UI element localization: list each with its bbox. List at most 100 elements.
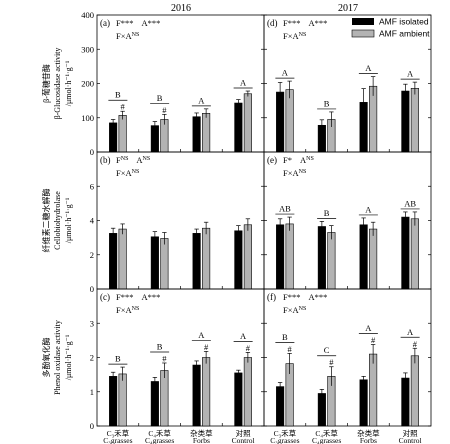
stats-line-2: F×ANS [116,31,139,41]
significance-hash: # [162,353,167,363]
stats-line-1: F*** A*** [283,292,327,302]
significance-letter: B [115,354,121,364]
panel-c: 0 1 2 3 (c) F*** A*** F×ANS B # B # A # A [90,288,265,431]
x-label-en: C₃grasses [103,436,132,444]
bar-amf-isolated [359,102,368,153]
bar-amf-isolated [192,364,201,427]
stats-line-1: F*** A*** [283,18,327,28]
bar-amf-ambient [285,223,294,290]
x-label-en: Forbs [360,436,377,444]
bar-amf-ambient [369,353,378,427]
stats-line-2: F×ANS [116,305,139,315]
significance-hash: # [246,343,251,353]
bar-amf-ambient [160,370,169,427]
significance-letter: A [198,330,205,340]
x-label-zh: 杂类草 [190,428,213,438]
y-tick-label: 2 [90,353,94,363]
bar-amf-isolated [192,233,201,290]
bar-amf-ambient [160,238,169,290]
y-tick-label: 400 [81,10,94,20]
stats-line-2: F×ANS [283,168,306,178]
x-label-zh: C₄禾草 [148,428,171,438]
stats-line-2: F×ANS [283,31,306,41]
legend: AMF isolated AMF ambient [351,17,430,39]
bar-amf-ambient [410,355,419,427]
bar-amf-isolated [401,90,410,153]
stats-line-2: F×ANS [283,305,306,315]
legend-label-isolated: AMF isolated [379,17,429,27]
significance-letter: AB [279,204,291,214]
significance-letter: A [240,331,247,341]
bar-amf-isolated [234,372,243,427]
y-tick-label: 4 [90,216,95,226]
x-label-zh: 对照 [236,428,251,438]
significance-letter: A [365,63,372,73]
significance-letter: C [324,345,330,355]
row-ylabel-line-1: β-葡糖苷酶 [41,64,51,103]
x-label-en: Control [399,436,422,444]
panel-b: 0 2 4 6 (b) FNS ANS F×ANS [90,151,265,294]
y-tick-label: 6 [90,181,94,191]
row-ylabel-line-2: β-Glucosidase activity [53,48,62,120]
y-tick-label: 3 [90,318,94,328]
y-tick-label: 100 [81,113,94,123]
row-ylabel-line-2: Cellobiohydrolase [53,191,62,250]
x-label-zh: C₃禾草 [107,428,130,438]
legend-swatch-isolated [352,18,374,25]
bar-amf-ambient [118,228,127,290]
y-tick-label: 0 [90,284,94,294]
significance-hash: # [204,342,209,352]
bar-amf-isolated [359,224,368,290]
panel-label: (a) [100,18,110,28]
year-label-2016: 2016 [171,3,191,14]
year-label-2017: 2017 [338,3,358,14]
significance-letter: B [282,332,288,342]
bar-amf-ambient [243,357,252,427]
bar-amf-isolated [109,233,118,290]
significance-letter: B [115,90,121,100]
bar-amf-ambient [410,87,419,153]
row-ylabel-line-3: /μmol·h⁻¹·g⁻¹ [64,197,73,243]
stats-line-2: F×ANS [116,168,139,178]
bar-amf-ambient [243,224,252,290]
significance-letter: A [365,204,372,214]
bar-amf-isolated [401,216,410,290]
bar-amf-isolated [276,91,285,153]
significance-letter: A [240,78,247,88]
significance-hash: # [371,335,376,345]
panel-d: (d) F*** A*** F×ANS A B A A [263,14,432,153]
significance-letter: A [365,323,372,333]
stats-line-1: F*** A*** [116,18,160,28]
x-label-en: C₃grasses [270,436,299,444]
bar-amf-isolated [150,381,159,427]
x-label-en: C₄grasses [312,436,341,444]
significance-hash: # [288,344,293,354]
x-label-zh: C₄禾草 [315,428,338,438]
significance-letter: B [157,341,163,351]
bar-amf-isolated [317,393,326,427]
row-y-labels: β-葡糖苷酶 β-Glucosidase activity/μmol·h⁻¹·g⁻… [41,48,73,395]
bar-amf-ambient [202,227,211,290]
bar-amf-ambient [369,228,378,290]
significance-hash: # [162,105,167,115]
bar-amf-ambient [118,373,127,427]
x-axis-labels: C₃禾草C₃grassesC₄禾草C₄grasses杂类草Forbs对照Cont… [103,428,421,444]
panel-label: (e) [267,155,277,165]
bar-amf-isolated [109,376,118,427]
significance-letter: A [407,69,414,79]
significance-hash: # [121,102,126,112]
stats-line-1: F*** A*** [116,292,160,302]
significance-hash: # [329,357,334,367]
significance-hash: # [413,339,418,349]
y-tick-label: 200 [81,79,94,89]
y-tick-label: 300 [81,44,94,54]
significance-letter: B [157,93,163,103]
bar-amf-ambient [327,232,336,290]
panel-f: (f) F*** A***F×ANS#B#C#A#A [263,288,432,427]
bar-amf-isolated [109,122,118,153]
bar-amf-isolated [234,102,243,153]
significance-letter: AB [404,198,416,208]
panel-label: (c) [100,292,110,302]
